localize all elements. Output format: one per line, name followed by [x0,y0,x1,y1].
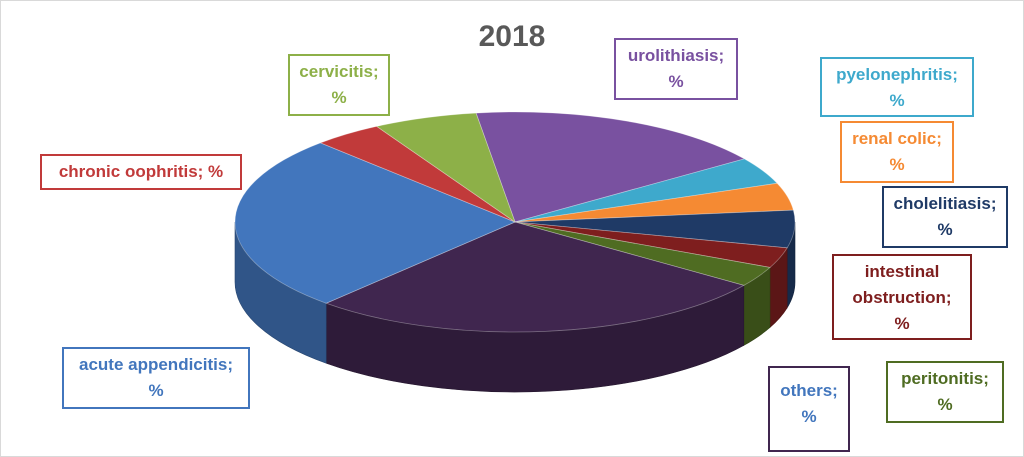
data-label-pyelonephritis: pyelonephritis;% [820,57,974,117]
pie-slice-peritonitis [514,221,771,286]
pie-sides [234,221,796,393]
pie-slice-intestinal-obstruction [514,221,788,268]
chart-title: 2018 [478,20,546,53]
pie-slice-cervicitis [375,112,516,224]
pie-slice-acute-appendicitis [234,142,517,304]
pie-slice-others [325,221,745,333]
pie-slice-chronic-oophritis [319,125,516,223]
data-label-intestinal-obstruction: intestinal obstruction;% [832,254,972,340]
data-label-peritonitis: peritonitis;% [886,361,1004,423]
data-label-renal-colic: renal colic;% [840,121,954,183]
pie-top [234,111,796,333]
pie-slice-urolithiasis [475,111,746,223]
data-label-cholelitiasis: cholelitiasis;% [882,186,1008,248]
pie-slice-pyelonephritis [514,158,778,223]
data-label-acute-appendicitis: acute appendicitis;% [62,347,250,409]
data-label-others: others;% [768,366,850,452]
data-label-urolithiasis: urolithiasis;% [614,38,738,100]
data-label-cervicitis: cervicitis;% [288,54,390,116]
pie-slice-cholelitiasis [514,209,796,249]
data-label-chronic-oophritis: chronic oophritis; % [40,154,242,190]
pie-slice-renal-colic [514,182,794,223]
